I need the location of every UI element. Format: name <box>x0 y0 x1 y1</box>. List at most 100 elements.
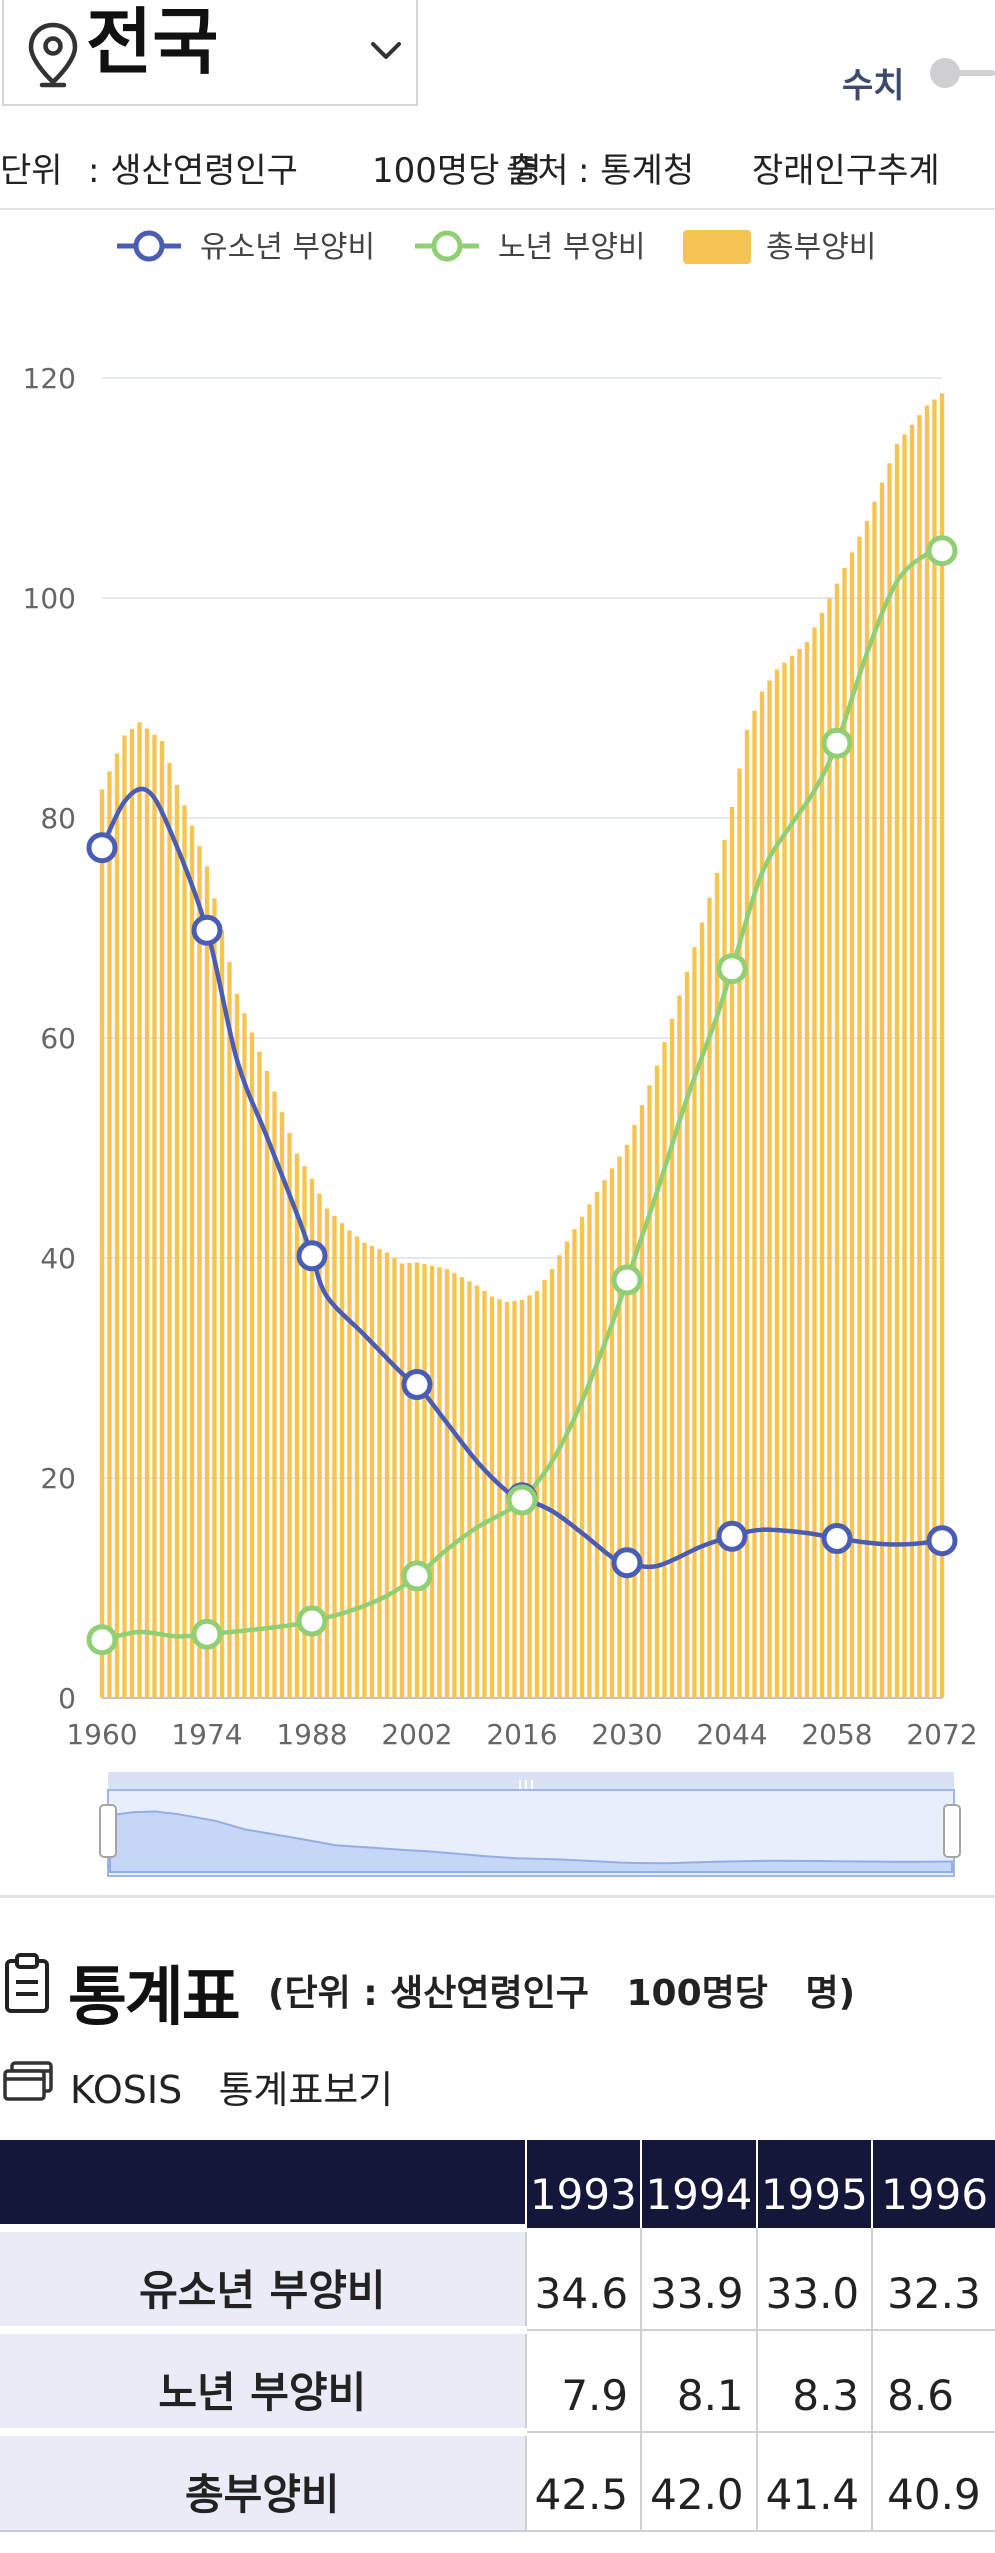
bar-2056 <box>819 612 825 1698</box>
bar-1978 <box>234 994 240 1698</box>
table-corner <box>0 2140 526 2228</box>
x-tick-label: 2002 <box>381 1718 452 1751</box>
bar-1983 <box>272 1091 277 1698</box>
bar-1986 <box>294 1153 300 1698</box>
bar-2054 <box>804 642 810 1698</box>
bar-2031 <box>632 1124 637 1698</box>
bar-2062 <box>864 521 870 1698</box>
bar-1996 <box>369 1245 375 1698</box>
zoom-slider-left-handle[interactable] <box>99 1804 117 1858</box>
bar-2022 <box>564 1241 570 1698</box>
bar-2071 <box>932 399 937 1699</box>
legend-elderly-label[interactable]: 노년 부양비 <box>498 230 646 265</box>
bar-2024 <box>579 1216 585 1698</box>
bar-2032 <box>639 1105 645 1698</box>
bar-2070 <box>924 405 930 1698</box>
elderly-point-1960[interactable] <box>86 1624 118 1656</box>
table-cell: 7.9 <box>524 2330 642 2433</box>
bar-1997 <box>377 1249 382 1698</box>
elderly-line <box>101 548 943 1642</box>
bar-2009 <box>467 1281 472 1698</box>
youth-point-1974[interactable] <box>191 914 223 946</box>
bar-1965 <box>137 722 142 1698</box>
x-tick-label: 1960 <box>66 1718 137 1751</box>
table-cell: 41.4 <box>755 2432 873 2532</box>
x-tick-label: 1974 <box>171 1718 242 1751</box>
youth-point-2030[interactable] <box>611 1547 643 1579</box>
bar-2060 <box>849 552 855 1698</box>
elderly-point-1988[interactable] <box>296 1605 328 1637</box>
elderly-point-2044[interactable] <box>716 953 748 985</box>
table-row: 총부양비 42.5 42.0 41.4 40.9 <box>0 2428 995 2532</box>
bar-1984 <box>279 1112 285 1698</box>
bar-1987 <box>302 1166 307 1698</box>
legend-youth-label[interactable]: 유소년 부양비 <box>200 230 375 265</box>
y-tick-label: 0 <box>58 1682 76 1715</box>
elderly-point-1974[interactable] <box>191 1618 223 1650</box>
region-select[interactable]: 전국 <box>2 0 418 106</box>
table-row: 유소년 부양비 34.6 33.9 33.0 32.3 <box>0 2224 995 2331</box>
bar-2028 <box>609 1168 615 1698</box>
bar-2065 <box>887 463 892 1698</box>
bar-1980 <box>249 1032 255 1698</box>
bar-1966 <box>144 728 150 1698</box>
y-tick-label: 40 <box>40 1242 76 1275</box>
youth-point-2058[interactable] <box>821 1523 853 1554</box>
bar-1963 <box>122 735 127 1698</box>
zoom-slider-preview <box>109 1810 953 1873</box>
zoom-slider[interactable] <box>99 1772 961 1877</box>
bar-2044 <box>729 807 735 1698</box>
unit-label: 단위 <box>0 151 63 191</box>
elderly-point-2058[interactable] <box>821 727 853 759</box>
legend-total-label[interactable]: 총부양비 <box>766 230 876 265</box>
bar-1970 <box>174 785 180 1698</box>
bar-2027 <box>602 1180 607 1698</box>
elderly-point-2002[interactable] <box>401 1560 433 1592</box>
x-tick-label: 2044 <box>696 1718 767 1751</box>
windows-icon[interactable] <box>2 2060 54 2102</box>
bar-2025 <box>587 1204 592 1698</box>
bar-2010 <box>474 1285 480 1698</box>
source-detail: 장래인구추계 <box>752 151 940 191</box>
legend-youth-marker <box>133 230 165 262</box>
legend-elderly-marker <box>431 230 463 262</box>
zoom-slider-right-handle[interactable] <box>943 1804 961 1858</box>
youth-point-2044[interactable] <box>716 1520 748 1552</box>
kosis-link[interactable]: KOSIS 통계표보기 <box>70 2068 394 2112</box>
bar-1964 <box>129 728 135 1698</box>
bar-2004 <box>429 1265 435 1698</box>
youth-point-2072[interactable] <box>926 1525 958 1557</box>
bar-2045 <box>737 768 742 1698</box>
chart-legend[interactable]: 유소년 부양비 노년 부양비 총부양비 <box>117 230 876 265</box>
elderly-point-2072[interactable] <box>926 535 958 567</box>
series-lines <box>86 535 958 1656</box>
elderly-point-2016[interactable] <box>506 1484 538 1516</box>
bar-1976 <box>219 930 225 1698</box>
bar-2051 <box>782 662 787 1698</box>
table-cell: 40.9 <box>871 2432 995 2532</box>
youth-point-1960[interactable] <box>86 832 118 864</box>
chevron-down-icon <box>371 42 401 59</box>
table-cell: 33.0 <box>755 2228 873 2331</box>
stats-table: 1993 1994 1995 1996 유소년 부양비 34.6 33.9 33… <box>0 2140 995 2532</box>
table-cell: 34.6 <box>524 2228 642 2331</box>
stats-title: 통계표 <box>68 1961 241 2035</box>
bar-2052 <box>789 655 795 1698</box>
divider <box>0 208 995 210</box>
unit-suffix: 100명당 명 <box>372 151 542 191</box>
bar-1973 <box>197 846 202 1698</box>
youth-point-1988[interactable] <box>296 1240 328 1272</box>
table-cell: 8.3 <box>755 2330 873 2433</box>
y-tick-label: 60 <box>40 1022 76 1055</box>
elderly-point-2030[interactable] <box>611 1264 643 1296</box>
mode-toggle-track[interactable] <box>945 70 995 76</box>
bar-2058 <box>834 583 840 1699</box>
bar-1994 <box>354 1236 360 1698</box>
youth-point-2002[interactable] <box>401 1369 433 1400</box>
bar-1967 <box>152 734 157 1698</box>
bar-1979 <box>242 1013 247 1698</box>
mode-toggle-knob[interactable] <box>930 58 960 88</box>
stats-unit: (단위 : 생산연령인구 100명당 명) <box>268 1973 856 2014</box>
bar-2029 <box>617 1156 622 1698</box>
bar-2001 <box>407 1262 412 1698</box>
